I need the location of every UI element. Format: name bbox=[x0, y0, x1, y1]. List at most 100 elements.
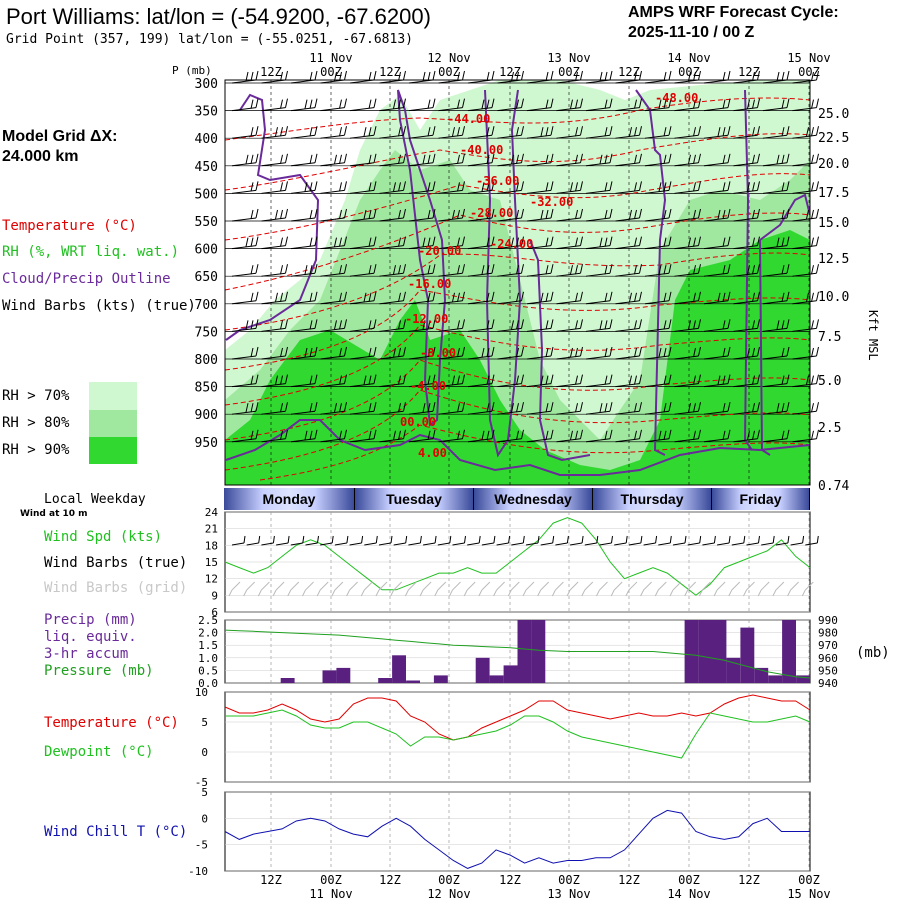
barb-flag bbox=[786, 126, 790, 136]
forecast-cycle-label: AMPS WRF Forecast Cycle: bbox=[628, 4, 839, 21]
barb-staff bbox=[775, 581, 785, 591]
barb-staff bbox=[408, 300, 434, 305]
barb-staff bbox=[526, 300, 552, 305]
wind-barb bbox=[408, 236, 436, 250]
barb-flag bbox=[787, 589, 792, 597]
barb-flag bbox=[285, 208, 288, 219]
wind-barb bbox=[792, 374, 819, 388]
barb-flag bbox=[604, 127, 608, 137]
barb-flag bbox=[625, 589, 630, 597]
model-grid-value: 24.000 km bbox=[2, 148, 79, 165]
wind-barb bbox=[585, 126, 613, 139]
barb-flag bbox=[521, 264, 524, 274]
barb-staff bbox=[408, 355, 434, 360]
wind-barb bbox=[261, 291, 288, 305]
barb-flag bbox=[609, 181, 613, 191]
barb-flag bbox=[285, 70, 288, 81]
wind-barb bbox=[792, 98, 819, 112]
barb-flag bbox=[521, 402, 524, 412]
barb-flag bbox=[727, 319, 731, 329]
barb-flag bbox=[516, 292, 519, 302]
barb-flag bbox=[781, 209, 785, 220]
barb-flag bbox=[481, 347, 485, 358]
barb-staff bbox=[615, 410, 640, 415]
barb-flag bbox=[550, 70, 554, 81]
wind-barb bbox=[349, 98, 377, 112]
barb-flag bbox=[545, 127, 549, 137]
wind-barb bbox=[438, 236, 465, 250]
barb-flag bbox=[491, 208, 495, 219]
barb-flag bbox=[639, 153, 642, 163]
wind-barb bbox=[497, 429, 524, 443]
barb-flag bbox=[432, 429, 436, 439]
barb-flag bbox=[403, 264, 406, 274]
barb-flag bbox=[285, 236, 288, 246]
barb-flag bbox=[596, 535, 599, 544]
wind-barb bbox=[703, 429, 731, 443]
barb-flag bbox=[309, 375, 313, 385]
barb-staff bbox=[703, 134, 729, 139]
barb-staff bbox=[555, 542, 568, 546]
barb-staff bbox=[556, 383, 581, 388]
barb-staff bbox=[408, 438, 434, 443]
barb-flag bbox=[752, 127, 755, 137]
barb-flag bbox=[604, 375, 608, 385]
barb-flag bbox=[727, 126, 731, 136]
barb-staff bbox=[585, 245, 611, 250]
barb-flag bbox=[280, 154, 283, 164]
barb-flag bbox=[698, 291, 701, 301]
barb-flag bbox=[698, 429, 701, 439]
barb-staff bbox=[644, 272, 670, 277]
barb-staff bbox=[703, 107, 729, 112]
barb-staff bbox=[438, 300, 463, 305]
barb-flag bbox=[816, 346, 819, 357]
barb-flag bbox=[727, 181, 731, 191]
barb-staff bbox=[805, 542, 818, 546]
barb-flag bbox=[816, 236, 819, 246]
barb-staff bbox=[703, 162, 729, 167]
wind-barb bbox=[231, 374, 259, 388]
barb-flag bbox=[570, 182, 573, 192]
barb-flag bbox=[781, 237, 785, 247]
contour-label: -36.00 bbox=[476, 174, 519, 188]
grid-wind-barb bbox=[610, 581, 623, 597]
barb-flag bbox=[309, 430, 313, 440]
wind-barb bbox=[379, 291, 406, 305]
barb-flag bbox=[663, 209, 667, 220]
barb-flag bbox=[786, 429, 790, 439]
barb-flag bbox=[462, 402, 465, 412]
surface-wind-barb bbox=[305, 535, 319, 546]
pressure-tick-label: 800 bbox=[195, 353, 218, 368]
barb-flag bbox=[491, 264, 495, 274]
barb-staff bbox=[379, 383, 404, 388]
barb-flag bbox=[344, 319, 347, 329]
barb-flag bbox=[457, 237, 460, 247]
barb-flag bbox=[486, 154, 490, 164]
top-hour-label: 00Z bbox=[438, 65, 460, 79]
barb-flag bbox=[491, 98, 495, 108]
barb-staff bbox=[231, 327, 257, 332]
bottom-date-label: 15 Nov bbox=[787, 887, 830, 900]
barb-flag bbox=[634, 237, 637, 247]
bottom-hour-label: 00Z bbox=[798, 873, 820, 887]
barb-flag bbox=[663, 237, 667, 247]
wind-barb bbox=[320, 181, 347, 194]
barb-staff bbox=[658, 542, 671, 546]
barb-flag bbox=[339, 99, 342, 109]
wind-barb bbox=[644, 429, 672, 443]
grid-wind-barb bbox=[537, 581, 550, 597]
wind-barb bbox=[556, 374, 583, 388]
wind-barb bbox=[231, 98, 259, 112]
barb-flag bbox=[609, 126, 613, 136]
barb-flag bbox=[639, 291, 642, 301]
barb-flag bbox=[698, 70, 701, 81]
pressure-tick-label: 900 bbox=[195, 408, 218, 423]
barb-flag bbox=[272, 535, 275, 544]
barb-staff bbox=[733, 272, 758, 277]
wind-barb bbox=[408, 126, 436, 139]
barb-flag bbox=[368, 320, 372, 330]
barb-flag bbox=[550, 126, 554, 136]
barb-flag bbox=[663, 347, 667, 358]
barb-flag bbox=[280, 375, 283, 385]
barb-staff bbox=[556, 327, 581, 332]
